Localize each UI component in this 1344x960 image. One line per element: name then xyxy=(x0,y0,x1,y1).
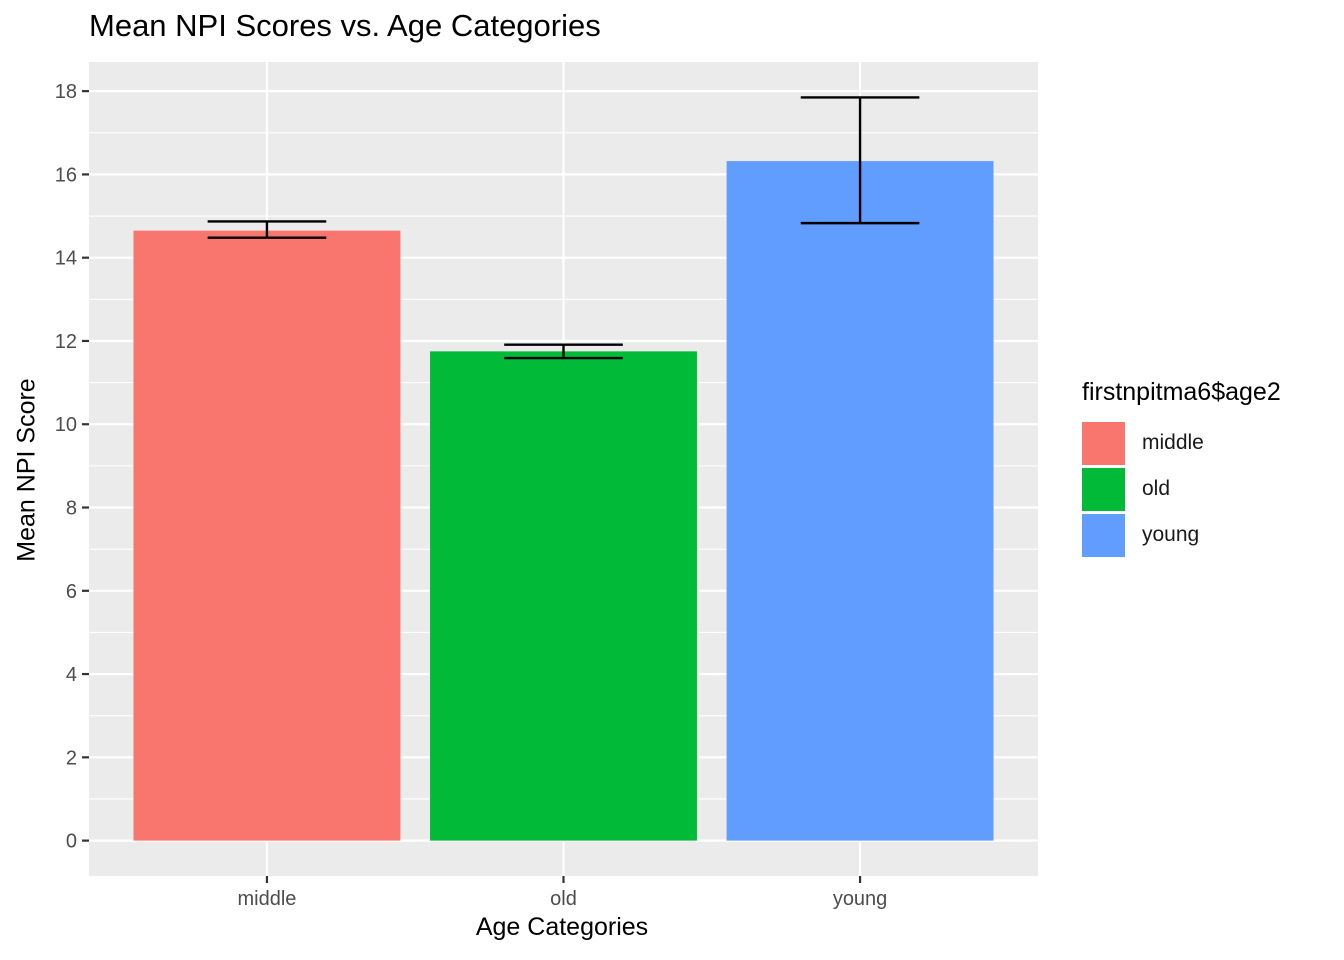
x-axis-label: Age Categories xyxy=(475,913,649,941)
legend-key-young xyxy=(1082,513,1125,557)
x-tick-label-middle: middle xyxy=(237,888,296,910)
y-axis-label: Mean NPI Score xyxy=(12,378,41,562)
y-tick-label: 2 xyxy=(66,747,77,769)
legend-item-middle: middle xyxy=(1082,420,1281,466)
error-bar-young xyxy=(800,96,920,225)
error-bar-middle xyxy=(207,220,327,239)
bar-middle xyxy=(133,230,401,841)
legend-item-young: young xyxy=(1082,512,1281,558)
legend-label-old: old xyxy=(1142,477,1171,500)
y-tick-label: 0 xyxy=(66,831,77,853)
legend-title: firstnpitma6$age2 xyxy=(1082,378,1281,406)
legend-item-old: old xyxy=(1082,466,1281,512)
bar-young xyxy=(726,161,994,841)
y-tick-label: 10 xyxy=(55,414,77,436)
legend-label-middle: middle xyxy=(1142,431,1204,454)
y-tick-label: 18 xyxy=(55,81,77,103)
legend-label-young: young xyxy=(1142,523,1200,546)
y-tick-label: 8 xyxy=(66,498,77,520)
legend-key-middle xyxy=(1082,421,1125,465)
x-tick-label-young: young xyxy=(833,888,888,910)
legend: firstnpitma6$age2 middle old young xyxy=(1082,378,1281,558)
y-tick-label: 6 xyxy=(66,581,77,603)
y-tick-label: 4 xyxy=(66,664,77,686)
y-tick-label: 12 xyxy=(55,331,77,353)
y-tick-label: 16 xyxy=(55,164,77,186)
error-bar-old xyxy=(504,343,623,360)
y-tick-label: 14 xyxy=(55,248,77,270)
x-tick-label-old: old xyxy=(550,888,577,910)
bar-old xyxy=(430,351,697,841)
legend-key-old xyxy=(1082,467,1125,511)
chart-title: Mean NPI Scores vs. Age Categories xyxy=(89,8,601,43)
